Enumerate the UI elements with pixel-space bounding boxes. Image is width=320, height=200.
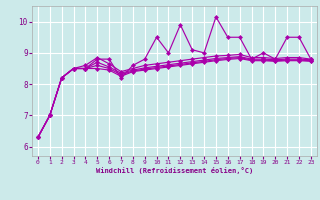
X-axis label: Windchill (Refroidissement éolien,°C): Windchill (Refroidissement éolien,°C) [96,167,253,174]
